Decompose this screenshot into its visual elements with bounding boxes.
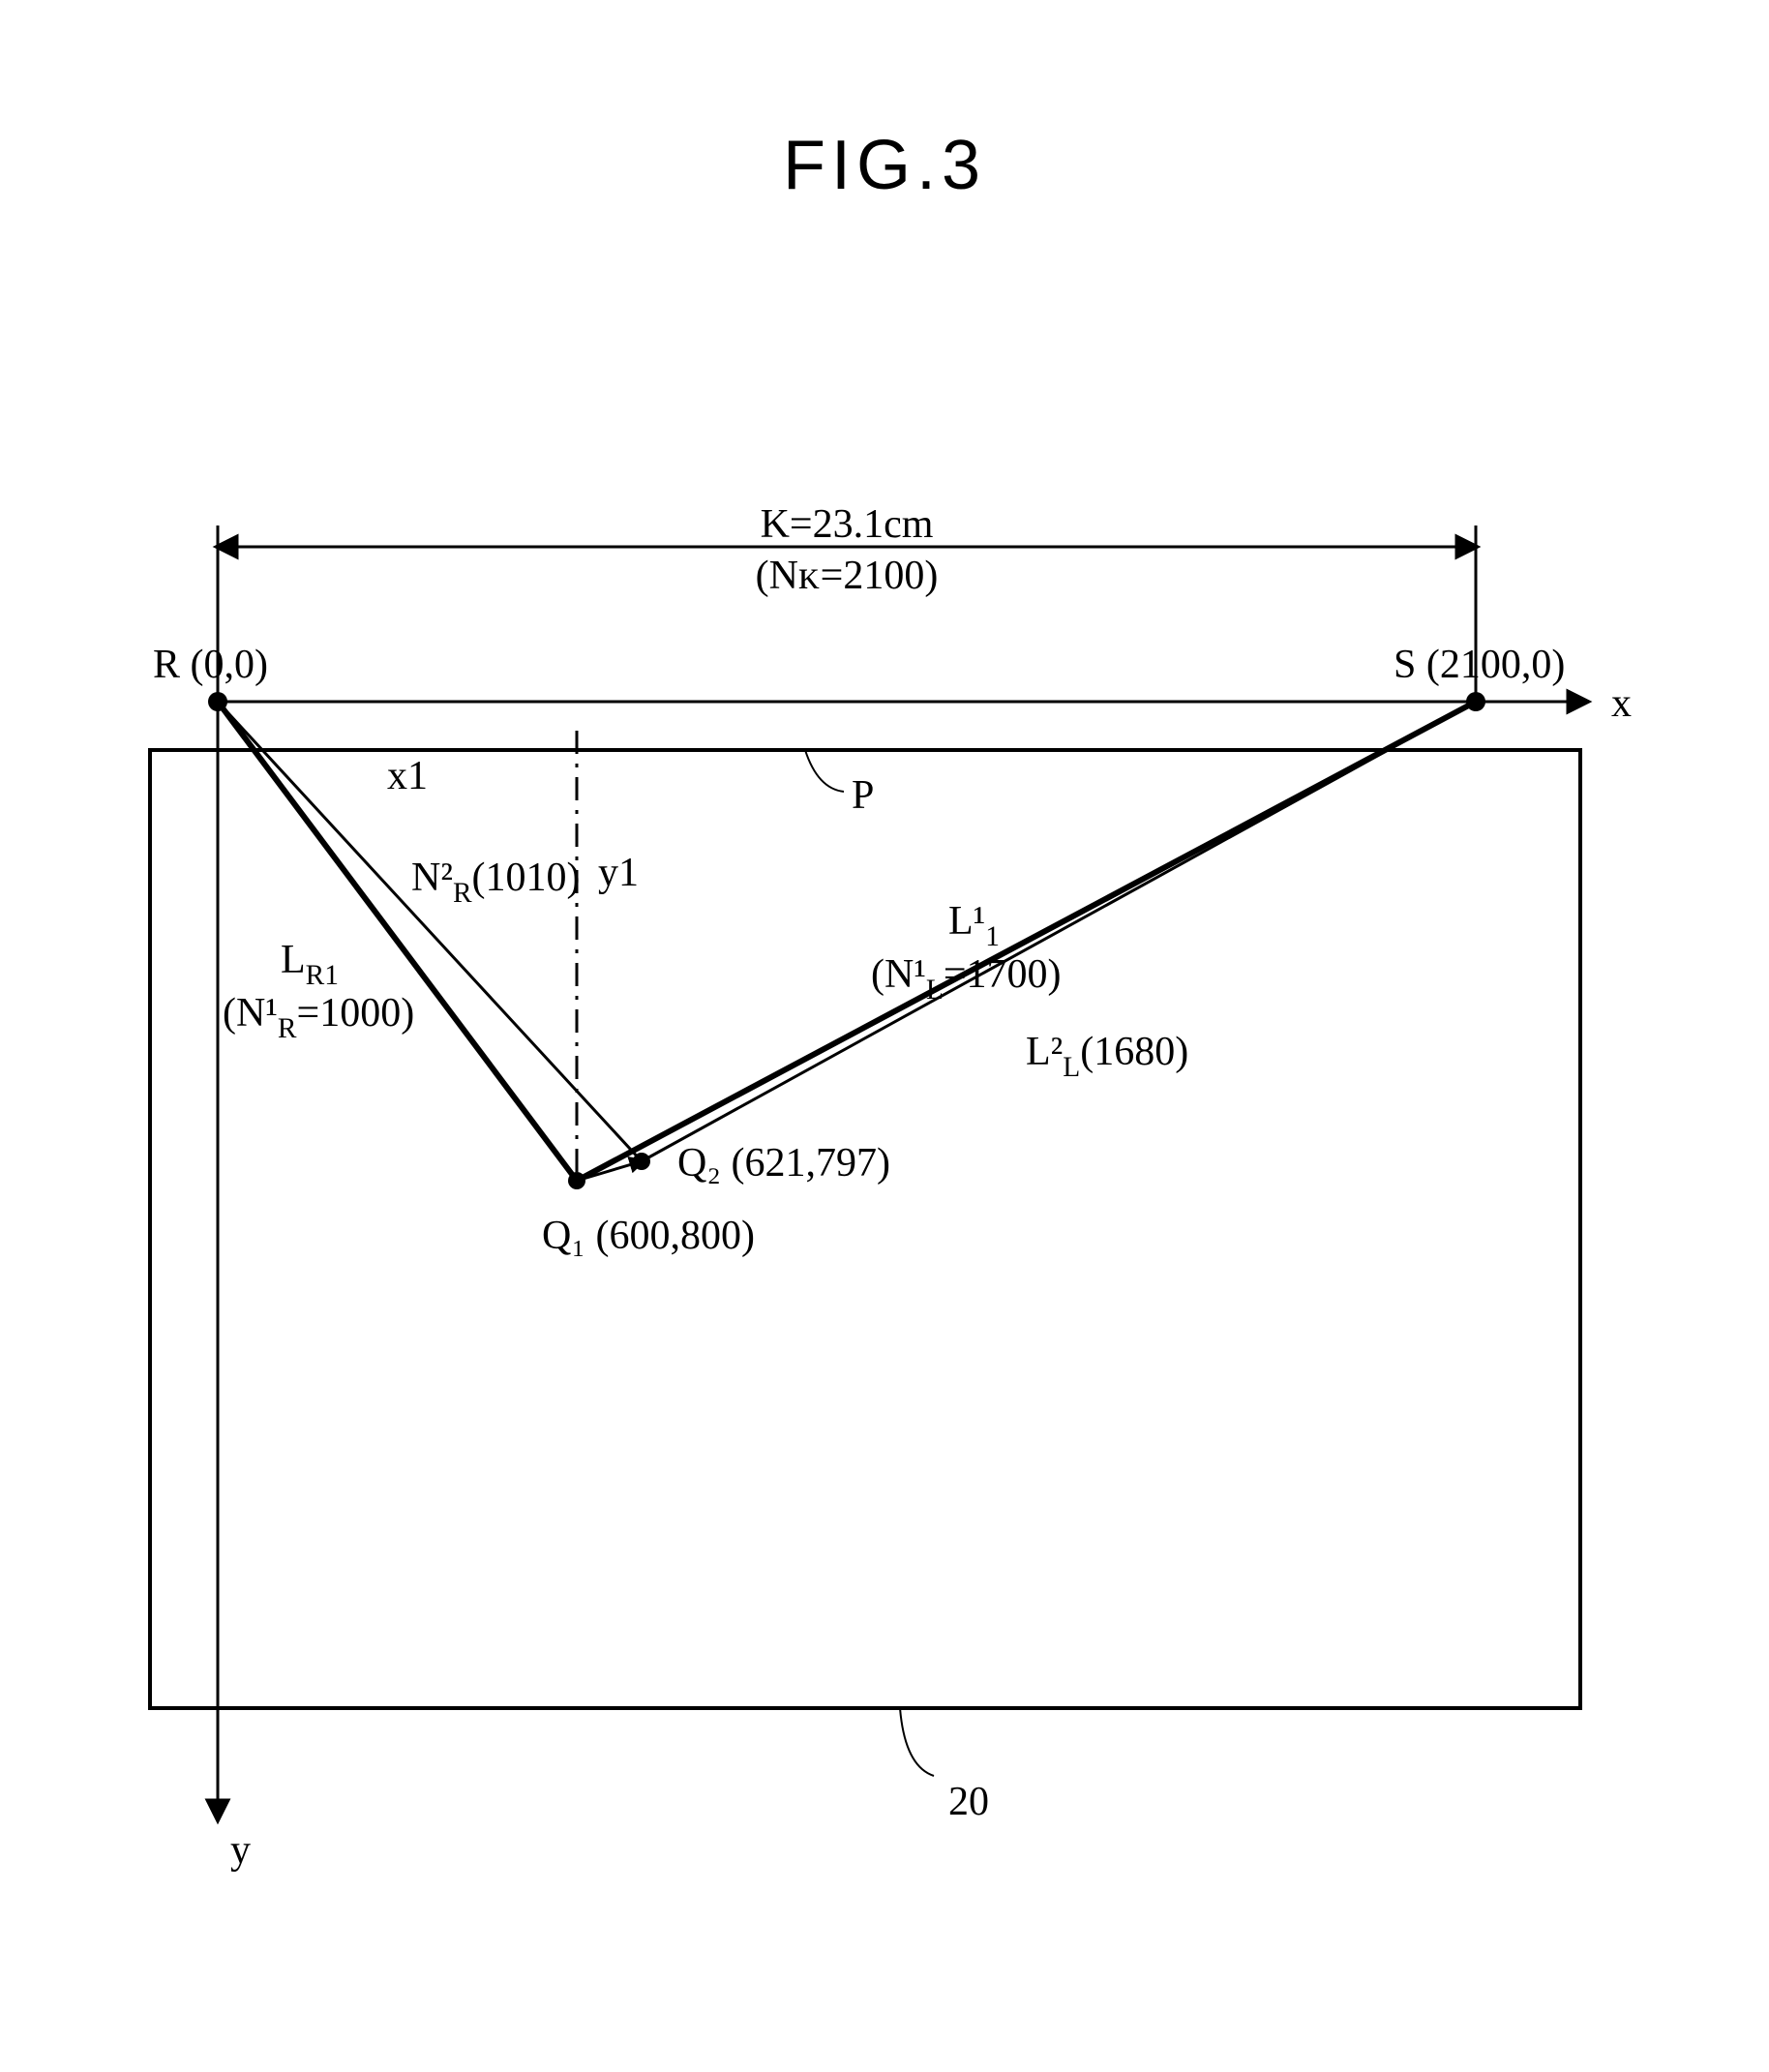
line-S-Q2 (642, 702, 1476, 1161)
label-x1: x1 (387, 754, 428, 798)
label-LL2: L²L(1680) (1026, 1030, 1188, 1083)
label-LR1: LR1 (281, 938, 339, 991)
label-y-axis: y (230, 1828, 251, 1873)
leader-P (805, 750, 844, 792)
label-S: S (2100,0) (1394, 643, 1565, 687)
label-K-line1: K=23.1cm (761, 502, 934, 547)
point-Q2 (633, 1153, 650, 1170)
label-K-line2: (Nᴋ=2100) (756, 554, 939, 598)
label-Q1: Q₁ (600,800) (542, 1214, 755, 1258)
label-R: R (0,0) (153, 643, 268, 687)
leader-20 (900, 1708, 934, 1776)
label-ref20: 20 (948, 1780, 989, 1824)
label-L1-line2: (N¹L=1700) (871, 952, 1062, 1006)
label-L1: L¹1 (948, 899, 1000, 952)
point-S (1466, 692, 1485, 711)
label-x-axis: x (1611, 681, 1632, 726)
label-P: P (852, 773, 874, 818)
figure-title: FIG.3 (783, 127, 986, 204)
point-Q1 (568, 1172, 585, 1189)
label-Q2: Q₂ (621,797) (677, 1141, 890, 1186)
label-NR2: N²R(1010) (411, 856, 581, 909)
label-y1: y1 (598, 851, 639, 895)
point-R (208, 692, 227, 711)
line-S-Q1 (577, 702, 1476, 1181)
label-LR1-line2: (N¹R=1000) (223, 991, 414, 1044)
